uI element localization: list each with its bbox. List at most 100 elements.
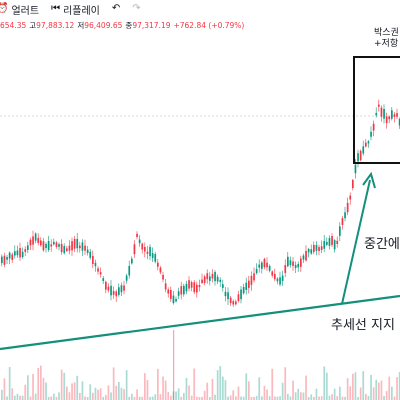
- volume-bar: [8, 367, 11, 400]
- candle-body: [24, 249, 27, 252]
- candle-body: [71, 241, 73, 251]
- undo-button[interactable]: ↶: [110, 4, 122, 14]
- candle-body: [281, 275, 284, 281]
- volume-bar: [159, 394, 162, 400]
- volume-bar: [149, 396, 151, 400]
- candle-body: [146, 251, 149, 254]
- volume-bar: [367, 395, 370, 400]
- candle-body: [89, 251, 92, 258]
- volume-bar: [37, 367, 40, 400]
- volume-bar: [349, 386, 352, 400]
- candle-body: [388, 116, 391, 120]
- candle-body: [196, 284, 198, 293]
- candle-body: [185, 283, 188, 292]
- volume-bar: [227, 396, 229, 400]
- range-box[interactable]: [353, 56, 400, 164]
- volume-bar: [310, 394, 313, 400]
- volume-bar: [183, 393, 185, 400]
- candle-body: [120, 285, 123, 293]
- ohlc-high-label: 고: [29, 21, 37, 30]
- volume-bar: [344, 396, 346, 400]
- volume-bar: [287, 393, 289, 400]
- chart-toolbar: ⏰ 얼러트 ⏮ 리플레이 ↶ ↷: [0, 0, 400, 18]
- volume-bar: [331, 394, 333, 400]
- candle-body: [294, 264, 297, 269]
- candle-body: [216, 276, 219, 282]
- candle-body: [336, 240, 339, 245]
- ohlc-low-value: 96,409.65: [84, 21, 123, 30]
- volume-bar: [11, 388, 14, 400]
- undo-icon: ↶: [111, 3, 121, 14]
- candle-body: [398, 119, 400, 126]
- candle-body: [206, 273, 209, 280]
- volume-bar: [333, 388, 336, 400]
- volume-bar: [209, 396, 211, 400]
- candle-body: [346, 202, 349, 213]
- box-note-line1: 박스권: [374, 28, 399, 38]
- replay-button[interactable]: ⏮ 리플레이: [49, 2, 102, 17]
- candle-body: [318, 247, 320, 252]
- redo-button[interactable]: ↷: [130, 4, 142, 14]
- candle-body: [29, 239, 32, 246]
- candle-body: [274, 274, 276, 280]
- volume-bar: [55, 397, 58, 400]
- candle-body: [310, 249, 313, 254]
- volume-bar: [300, 392, 302, 400]
- candle-body: [344, 212, 346, 219]
- volume-bar: [320, 396, 323, 400]
- volume-bar: [157, 368, 159, 400]
- candle-body: [315, 244, 318, 251]
- candle-body: [175, 298, 177, 302]
- volume-bar: [336, 396, 339, 400]
- candle-body: [229, 297, 232, 304]
- volume-bar: [42, 377, 45, 400]
- volume-bar: [248, 381, 250, 400]
- volume-bar: [84, 396, 86, 400]
- volume-bar: [307, 396, 310, 400]
- volume-bar: [398, 371, 400, 400]
- candle-body: [224, 291, 227, 297]
- candle-body: [68, 245, 71, 251]
- ohlc-high-value: 97,883.12: [36, 21, 75, 30]
- volume-bar: [144, 373, 146, 400]
- candle-body: [125, 275, 128, 281]
- volume-bar: [138, 396, 141, 400]
- volume-bar: [253, 396, 255, 400]
- candle-body: [102, 278, 105, 281]
- candle-body: [19, 248, 21, 258]
- candle-body: [370, 131, 372, 137]
- volume-bar: [396, 377, 398, 400]
- candle-body: [81, 242, 84, 251]
- alert-button[interactable]: ⏰ 얼러트: [0, 2, 41, 17]
- candle-body: [396, 113, 398, 117]
- candle-body: [167, 289, 170, 294]
- volume-bar: [370, 374, 372, 400]
- candle-body: [16, 250, 19, 256]
- volume-bar: [211, 378, 214, 400]
- candle-body: [136, 233, 138, 237]
- candle-body: [94, 262, 97, 267]
- volume-bar: [3, 378, 6, 400]
- volume-bar: [14, 395, 16, 400]
- candle-body: [328, 238, 331, 246]
- candle-body: [84, 245, 86, 251]
- volume-bar: [50, 396, 53, 400]
- volume-bar: [151, 396, 154, 400]
- trendline[interactable]: [0, 294, 400, 351]
- volume-bar: [385, 391, 388, 400]
- candle-body: [367, 141, 370, 144]
- volume-bar: [284, 367, 287, 400]
- replay-icon: ⏮: [51, 3, 61, 14]
- candle-body: [73, 238, 76, 249]
- volume-bar: [162, 376, 164, 400]
- volume-bar: [68, 392, 71, 400]
- arrow-middle-head: [362, 171, 376, 189]
- arrow-middle-shaft: [341, 179, 371, 305]
- volume-bar: [188, 385, 190, 400]
- box-range-note: 박스권 +저항: [374, 28, 399, 50]
- volume-bar: [313, 396, 315, 400]
- volume-bar: [354, 372, 357, 400]
- volume-bar: [250, 396, 253, 400]
- candle-body: [32, 236, 34, 245]
